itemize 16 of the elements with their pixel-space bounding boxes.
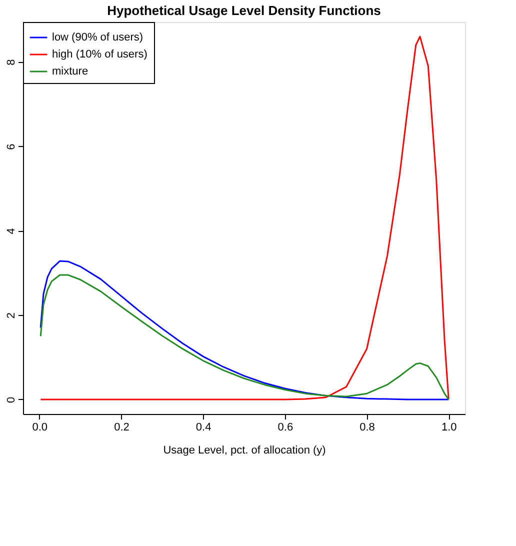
chart-title: Hypothetical Usage Level Density Functions xyxy=(107,3,381,18)
x-tick-label: 0.8 xyxy=(360,422,375,434)
x-tick-label: 0.4 xyxy=(196,422,212,434)
y-tick-label: 2 xyxy=(6,312,18,319)
y-tick-label: 6 xyxy=(6,144,18,150)
y-tick-label: 4 xyxy=(6,228,18,234)
x-tick-label: 0.0 xyxy=(32,422,48,434)
x-axis-title: Usage Level, pct. of allocation (y) xyxy=(163,444,326,456)
y-tick-label: 0 xyxy=(6,396,18,404)
x-tick-label: 0.2 xyxy=(114,422,130,434)
y-tick-label: 8 xyxy=(6,59,18,66)
legend-label: high (10% of users) xyxy=(52,48,148,60)
x-tick-label: 1.0 xyxy=(441,422,457,434)
legend-label: low (90% of users) xyxy=(52,32,144,44)
legend-label: mixture xyxy=(52,66,88,78)
x-tick-label: 0.6 xyxy=(278,422,294,434)
